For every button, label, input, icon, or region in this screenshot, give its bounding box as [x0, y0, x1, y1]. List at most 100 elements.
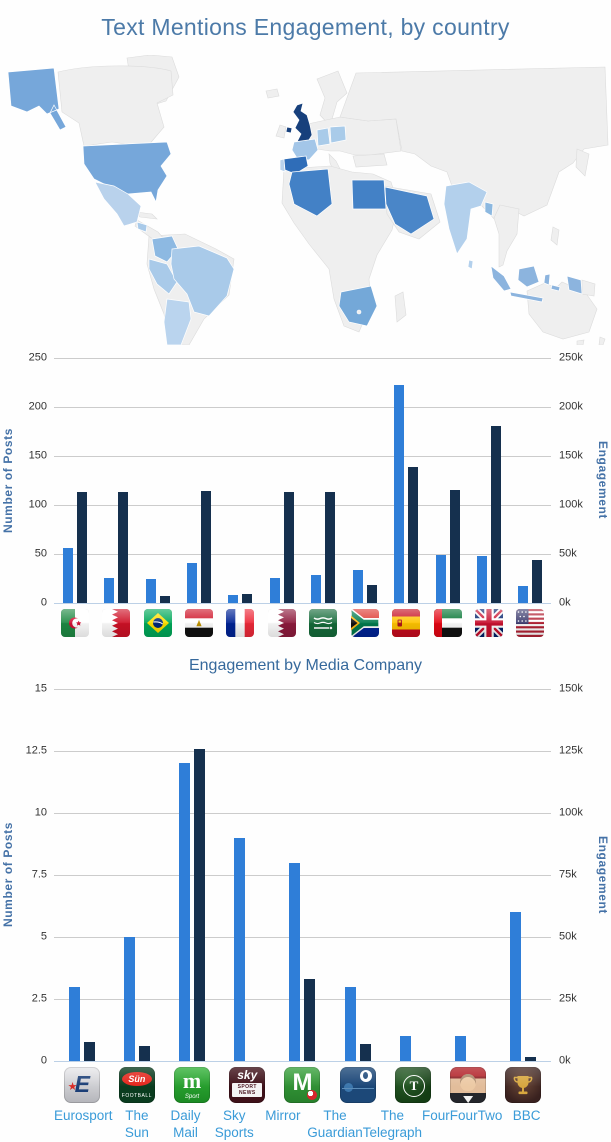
bar-number-of-posts-qatar[interactable] — [269, 577, 280, 603]
country-portugal[interactable] — [279, 158, 286, 173]
country-spain[interactable] — [283, 155, 309, 175]
right-axis-tick-label: 25k — [559, 992, 577, 1005]
bar-engagement-egypt[interactable] — [200, 491, 211, 603]
bar-number-of-posts-france[interactable] — [228, 595, 239, 603]
bar-number-of-posts-sky-sports[interactable] — [234, 837, 246, 1061]
bar-engagement-france[interactable] — [242, 594, 253, 603]
bar-number-of-posts-saudi-arabia[interactable] — [311, 574, 322, 603]
bar-number-of-posts-south-africa[interactable] — [352, 569, 363, 603]
left-axis-tick-label: 200 — [28, 400, 47, 413]
bar-number-of-posts-mirror[interactable] — [289, 862, 301, 1061]
bar-number-of-posts-daily-mail[interactable] — [179, 763, 191, 1061]
page-title: Text Mentions Engagement, by country — [101, 14, 510, 40]
bar-engagement-qatar[interactable] — [283, 492, 294, 603]
country-saudi-arabia[interactable] — [384, 186, 435, 235]
flag-algeria-icon — [60, 609, 89, 637]
landmass-tasmania — [576, 339, 585, 345]
bar-number-of-posts-egypt[interactable] — [186, 562, 197, 603]
flag-spain-icon — [392, 609, 421, 637]
bbc-logo-icon — [505, 1067, 542, 1103]
bar-number-of-posts-spain[interactable] — [394, 385, 405, 603]
media-label-the-telegraph: The Telegraph — [362, 1108, 423, 1140]
bar-number-of-posts-bahrain[interactable] — [104, 577, 115, 603]
country-papua-new-guinea[interactable] — [566, 275, 583, 295]
bar-engagement-eurosport[interactable] — [83, 1042, 95, 1061]
bar-engagement-daily-mail[interactable] — [194, 748, 206, 1061]
country-guatemala[interactable] — [136, 221, 148, 233]
telegraph-logo-icon: T — [394, 1067, 431, 1103]
left-axis-tick-label: 100 — [28, 498, 47, 511]
landmass-ireland — [275, 124, 287, 139]
left-axis-title: Number of Posts — [1, 427, 15, 533]
country-alaska[interactable] — [7, 67, 67, 131]
bar-engagement-mirror[interactable] — [304, 979, 316, 1061]
bar-engagement-brazil[interactable] — [159, 596, 170, 603]
face-icon — [460, 1074, 477, 1091]
country-peru[interactable] — [148, 258, 178, 295]
flag-bahrain-icon — [102, 609, 131, 637]
bar-number-of-posts-united-kingdom[interactable] — [476, 555, 487, 603]
left-axis-tick-label: 10 — [34, 806, 47, 819]
flag-usa-icon — [516, 609, 545, 637]
country-brazil[interactable] — [170, 245, 235, 317]
bar-engagement-united-kingdom[interactable] — [490, 425, 501, 603]
bar-engagement-spain[interactable] — [408, 466, 419, 603]
bar-number-of-posts-algeria[interactable] — [62, 548, 73, 603]
plot-area — [54, 358, 551, 604]
bar-engagement-saudi-arabia[interactable] — [325, 492, 336, 603]
media-label-eurosport: Eurosport — [54, 1108, 113, 1123]
bar-number-of-posts-the-guardian[interactable] — [344, 986, 356, 1061]
bar-engagement-algeria[interactable] — [76, 492, 87, 603]
right-axis-tick-label: 50k — [559, 547, 577, 560]
x-axis-text-labels: Eurosport The Sun Daily Mail Sky Sports … — [54, 1107, 551, 1141]
country-sri-lanka[interactable] — [467, 259, 474, 270]
right-axis-tick-label: 0k — [559, 596, 571, 609]
bar-group-spain — [385, 358, 426, 603]
bar-engagement-united-states[interactable] — [532, 559, 543, 603]
bar-number-of-posts-united-arab-emirates[interactable] — [435, 554, 446, 603]
bar-group-united-arab-emirates — [427, 358, 468, 603]
right-axis-tick-label: 100k — [559, 806, 583, 819]
gridline — [54, 937, 551, 938]
left-axis-ticks: 0 2.5 5 7.5 10 12.5 15 — [16, 683, 54, 1066]
country-bangladesh[interactable] — [484, 201, 494, 217]
media-label-mirror: Mirror — [265, 1108, 301, 1123]
flag-qatar-icon — [267, 609, 296, 637]
country-france[interactable] — [291, 138, 319, 161]
country-india[interactable] — [443, 181, 488, 255]
bar-group-france — [220, 358, 261, 603]
bar-number-of-posts-eurosport[interactable] — [68, 986, 80, 1061]
bar-number-of-posts-the-telegraph[interactable] — [399, 1036, 411, 1061]
bar-number-of-posts-fourfourtwo[interactable] — [455, 1036, 467, 1061]
country-indonesia[interactable] — [490, 265, 561, 303]
country-germany[interactable] — [316, 127, 331, 147]
bar-engagement-bahrain[interactable] — [118, 492, 129, 603]
country-south-africa[interactable] — [338, 285, 378, 327]
gridline — [54, 875, 551, 876]
bar-engagement-the-guardian[interactable] — [359, 1043, 371, 1061]
country-algeria[interactable] — [288, 168, 333, 217]
country-usa[interactable] — [82, 141, 172, 204]
flag-uae-icon — [433, 609, 462, 637]
bar-engagement-the-sun[interactable] — [138, 1046, 150, 1061]
left-axis-tick-label: 250 — [28, 351, 47, 364]
bar-group-the-telegraph — [385, 689, 440, 1061]
country-egypt[interactable] — [351, 179, 387, 210]
bar-group-fourfourtwo — [441, 689, 496, 1061]
bar-number-of-posts-united-states[interactable] — [518, 586, 529, 603]
bar-group-bbc — [496, 689, 551, 1061]
x-axis-line — [54, 603, 551, 604]
bar-group-sky-sports — [220, 689, 275, 1061]
trophy-icon — [514, 1076, 533, 1095]
bar-engagement-united-arab-emirates[interactable] — [449, 490, 460, 603]
bar-engagement-south-africa[interactable] — [366, 585, 377, 603]
bar-engagement-bbc[interactable] — [525, 1057, 537, 1061]
bar-number-of-posts-bbc[interactable] — [510, 912, 522, 1061]
country-poland[interactable] — [329, 125, 347, 144]
world-map-svg — [7, 55, 609, 345]
bar-number-of-posts-brazil[interactable] — [145, 578, 156, 603]
bar-number-of-posts-the-sun[interactable] — [123, 937, 135, 1061]
country-uk[interactable] — [285, 102, 313, 144]
landmass-new-zealand — [598, 336, 606, 345]
country-argentina[interactable] — [163, 298, 192, 345]
